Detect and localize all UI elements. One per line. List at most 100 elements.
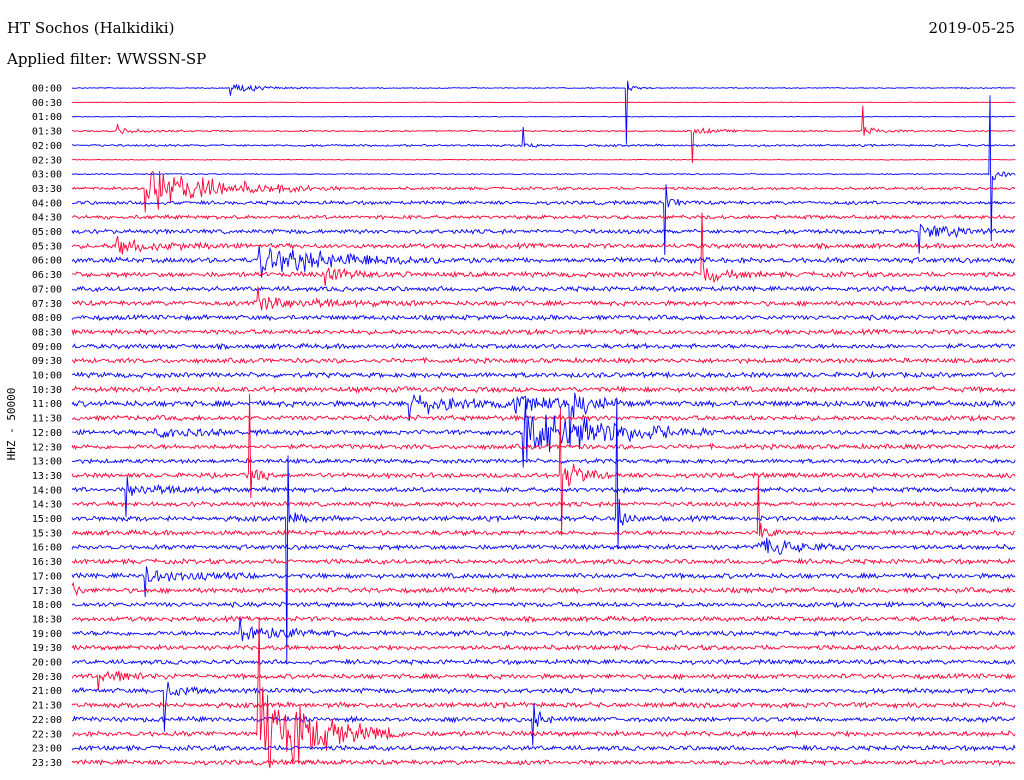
trace-line <box>71 327 1016 337</box>
trace-line <box>71 313 1016 322</box>
trace-line <box>71 566 1016 598</box>
row-label: 09:30 <box>32 356 62 367</box>
row-label: 00:30 <box>32 98 62 109</box>
filter-label: Applied filter: WWSSN-SP <box>7 50 207 68</box>
trace-line <box>71 342 1016 351</box>
trace-line <box>71 643 1016 652</box>
trace-line <box>71 500 1016 509</box>
row-label: 00:00 <box>32 84 62 95</box>
row-label: 13:30 <box>32 471 62 482</box>
row-label: 08:00 <box>32 313 62 324</box>
trace-line <box>71 80 1016 144</box>
row-label: 14:30 <box>32 500 62 511</box>
trace-line <box>71 397 1016 663</box>
trace-line <box>71 170 1016 213</box>
date-label: 2019-05-25 <box>928 19 1015 37</box>
row-label: 13:00 <box>32 457 62 468</box>
trace-line <box>71 370 1016 380</box>
row-label: 16:00 <box>32 543 62 554</box>
trace-line <box>71 95 1016 242</box>
row-label: 06:00 <box>32 256 62 267</box>
row-label: 15:00 <box>32 514 62 525</box>
trace-line <box>71 476 1016 538</box>
trace-line <box>71 658 1016 666</box>
row-label: 17:00 <box>32 571 62 582</box>
row-label: 18:30 <box>32 614 62 625</box>
trace-line <box>71 399 1016 468</box>
row-label: 11:30 <box>32 414 62 425</box>
row-label: 17:30 <box>32 586 62 597</box>
trace-line <box>71 101 1016 104</box>
trace-line <box>71 115 1016 118</box>
trace-line <box>71 392 1016 448</box>
trace-line <box>71 758 1016 767</box>
row-label: 12:30 <box>32 442 62 453</box>
station-title: HT Sochos (Halkidiki) <box>7 19 175 37</box>
row-label: 09:00 <box>32 342 62 353</box>
row-label: 01:00 <box>32 112 62 123</box>
row-label: 05:00 <box>32 227 62 238</box>
row-label: 08:30 <box>32 327 62 338</box>
trace-line <box>71 393 1016 534</box>
row-label: 07:30 <box>32 299 62 310</box>
trace-line <box>71 670 1016 691</box>
trace-line <box>71 126 1016 148</box>
trace-line <box>71 681 1016 732</box>
trace-line <box>71 614 1016 624</box>
y-axis-label: HHZ - 50000 <box>5 388 18 461</box>
row-label: 12:00 <box>32 428 62 439</box>
row-label: 22:30 <box>32 729 62 740</box>
trace-line <box>71 557 1016 566</box>
trace-line <box>71 158 1016 161</box>
trace-line <box>71 212 1016 287</box>
row-label: 23:30 <box>32 758 62 769</box>
row-label: 15:30 <box>32 528 62 539</box>
trace-line <box>71 414 1016 423</box>
row-label: 06:30 <box>32 270 62 281</box>
trace-line <box>71 223 1016 254</box>
row-label: 10:00 <box>32 371 62 382</box>
row-label: 14:00 <box>32 485 62 496</box>
trace-line <box>71 286 1016 311</box>
row-label: 03:00 <box>32 170 62 181</box>
row-label: 11:00 <box>32 399 62 410</box>
row-label: 21:30 <box>32 701 62 712</box>
trace-line <box>71 245 1016 278</box>
trace-line <box>71 744 1016 752</box>
row-label: 04:00 <box>32 198 62 209</box>
row-label: 21:00 <box>32 686 62 697</box>
trace-line <box>71 184 1016 255</box>
row-label: 19:00 <box>32 629 62 640</box>
trace-line <box>71 476 1016 517</box>
row-label: 02:00 <box>32 141 62 152</box>
trace-line <box>71 618 1016 769</box>
trace-line <box>71 457 1016 465</box>
trace-line <box>71 700 1016 710</box>
row-label: 20:30 <box>32 672 62 683</box>
trace-line <box>71 356 1016 365</box>
trace-line <box>71 385 1016 394</box>
row-labels: 00:00 00:30 01:00 01:30 02:00 02:30 03:00 03:30… <box>32 84 62 769</box>
row-label: 20:00 <box>32 658 62 669</box>
row-label: 04:30 <box>32 213 62 224</box>
row-label: 23:00 <box>32 744 62 755</box>
row-label: 02:30 <box>32 155 62 166</box>
trace-line <box>71 213 1016 221</box>
trace-line <box>71 284 1016 293</box>
trace-line <box>71 442 1016 451</box>
row-label: 16:30 <box>32 557 62 568</box>
seismic-traces <box>71 80 1016 769</box>
trace-line <box>71 537 1016 556</box>
row-label: 05:30 <box>32 241 62 252</box>
trace-line <box>71 236 1016 255</box>
trace-line <box>71 581 1016 597</box>
row-label: 10:30 <box>32 385 62 396</box>
row-label: 03:30 <box>32 184 62 195</box>
row-label: 19:30 <box>32 643 62 654</box>
trace-line <box>71 618 1016 642</box>
row-label: 22:00 <box>32 715 62 726</box>
trace-line <box>71 703 1016 746</box>
trace-line <box>71 600 1016 609</box>
row-label: 07:00 <box>32 284 62 295</box>
